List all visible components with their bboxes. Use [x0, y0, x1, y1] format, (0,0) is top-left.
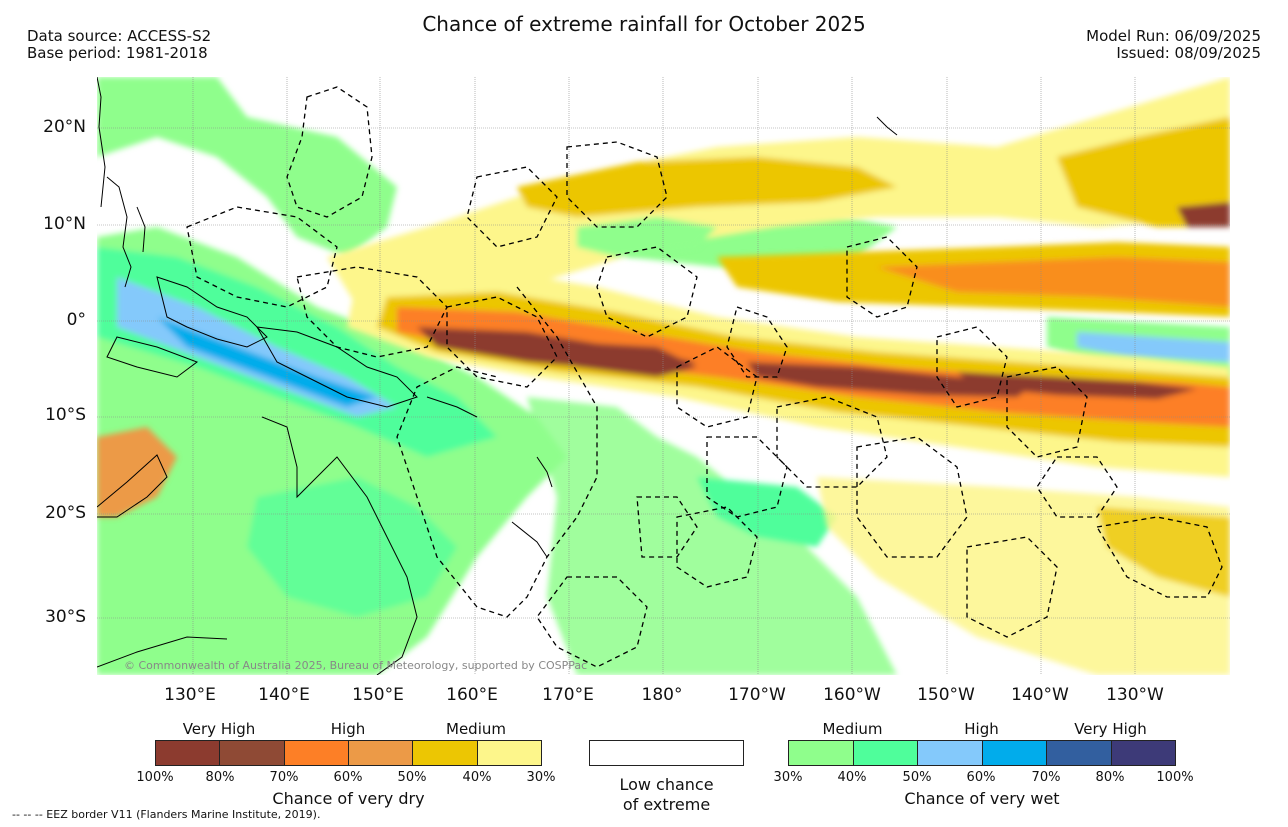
dry-color-swatch	[284, 741, 349, 765]
x-tick-label: 140°E	[258, 685, 310, 705]
low-chance-label-line2: of extreme	[622, 795, 711, 814]
x-tick-label: 140°W	[1011, 685, 1069, 705]
dry-probability-field	[97, 77, 1230, 675]
rainfall-map	[97, 77, 1230, 675]
wet-color-swatch	[918, 741, 983, 765]
x-tick-label: 180°	[641, 685, 683, 705]
low-chance-swatch	[589, 740, 744, 766]
dry-tick: 60%	[333, 770, 363, 785]
wet-tick: 100%	[1156, 770, 1194, 785]
dry-color-swatch	[413, 741, 478, 765]
y-tick-label: 20°S	[45, 503, 86, 523]
x-tick-label: 130°E	[164, 685, 216, 705]
coastlines	[97, 77, 898, 675]
dry-level-high: High	[330, 720, 366, 738]
x-tick-label: 130°W	[1106, 685, 1164, 705]
dry-tick: 40%	[462, 770, 492, 785]
wet-tick: 70%	[1031, 770, 1061, 785]
wet-color-swatch	[853, 741, 918, 765]
wet-color-swatch	[982, 741, 1047, 765]
wet-level-high: High	[964, 720, 999, 738]
dry-tick: 100%	[136, 770, 174, 785]
wet-tick: 30%	[773, 770, 803, 785]
x-tick-label: 170°W	[728, 685, 786, 705]
wet-legend-title: Chance of very wet	[904, 789, 1060, 808]
wet-color-swatch	[1111, 741, 1175, 765]
dry-color-swatch	[477, 741, 541, 765]
wet-tick: 80%	[1095, 770, 1125, 785]
dry-color-swatch	[220, 741, 285, 765]
wet-level-very-high: Very High	[1074, 720, 1147, 738]
wet-tick: 60%	[966, 770, 996, 785]
dry-level-very-high: Very High	[182, 720, 256, 738]
wet-probability-field	[97, 77, 1230, 675]
y-tick-label: 20°N	[43, 117, 86, 137]
wet-tick: 40%	[837, 770, 867, 785]
eez-borders	[186, 86, 1223, 668]
y-tick-label: 10°N	[43, 214, 86, 234]
dry-tick: 80%	[205, 770, 235, 785]
wet-color-swatch	[789, 741, 854, 765]
y-tick-label: 30°S	[45, 607, 86, 627]
x-tick-label: 160°E	[446, 685, 498, 705]
y-tick-label: 0°	[66, 310, 86, 330]
wet-tick: 50%	[902, 770, 932, 785]
dry-tick: 30%	[526, 770, 556, 785]
dry-level-medium: Medium	[446, 720, 506, 738]
wet-level-medium: Medium	[822, 720, 883, 738]
dry-color-swatch	[156, 741, 221, 765]
model-run-label: Model Run: 06/09/2025	[1086, 27, 1261, 45]
data-source-label: Data source: ACCESS-S2	[27, 27, 212, 45]
map-title: Chance of extreme rainfall for October 2…	[422, 12, 866, 36]
dry-color-swatch	[348, 741, 414, 765]
base-period-label: Base period: 1981-2018	[27, 44, 208, 62]
low-chance-label-line1: Low chance	[619, 775, 714, 794]
eez-footnote: -- -- -- EEZ border V11 (Flanders Marine…	[12, 808, 321, 821]
x-tick-label: 150°W	[917, 685, 975, 705]
dry-tick: 50%	[397, 770, 427, 785]
dry-tick: 70%	[269, 770, 299, 785]
dry-legend-title: Chance of very dry	[272, 789, 425, 808]
wet-color-swatch	[1047, 741, 1112, 765]
copyright-notice: © Commonwealth of Australia 2025, Bureau…	[124, 659, 588, 672]
x-tick-label: 160°W	[823, 685, 881, 705]
wet-colorbar	[788, 740, 1176, 766]
y-tick-label: 10°S	[45, 405, 86, 425]
x-tick-label: 150°E	[352, 685, 404, 705]
issued-label: Issued: 08/09/2025	[1116, 44, 1261, 62]
dry-colorbar	[155, 740, 542, 766]
graticule	[97, 77, 1230, 675]
x-tick-label: 170°E	[542, 685, 594, 705]
